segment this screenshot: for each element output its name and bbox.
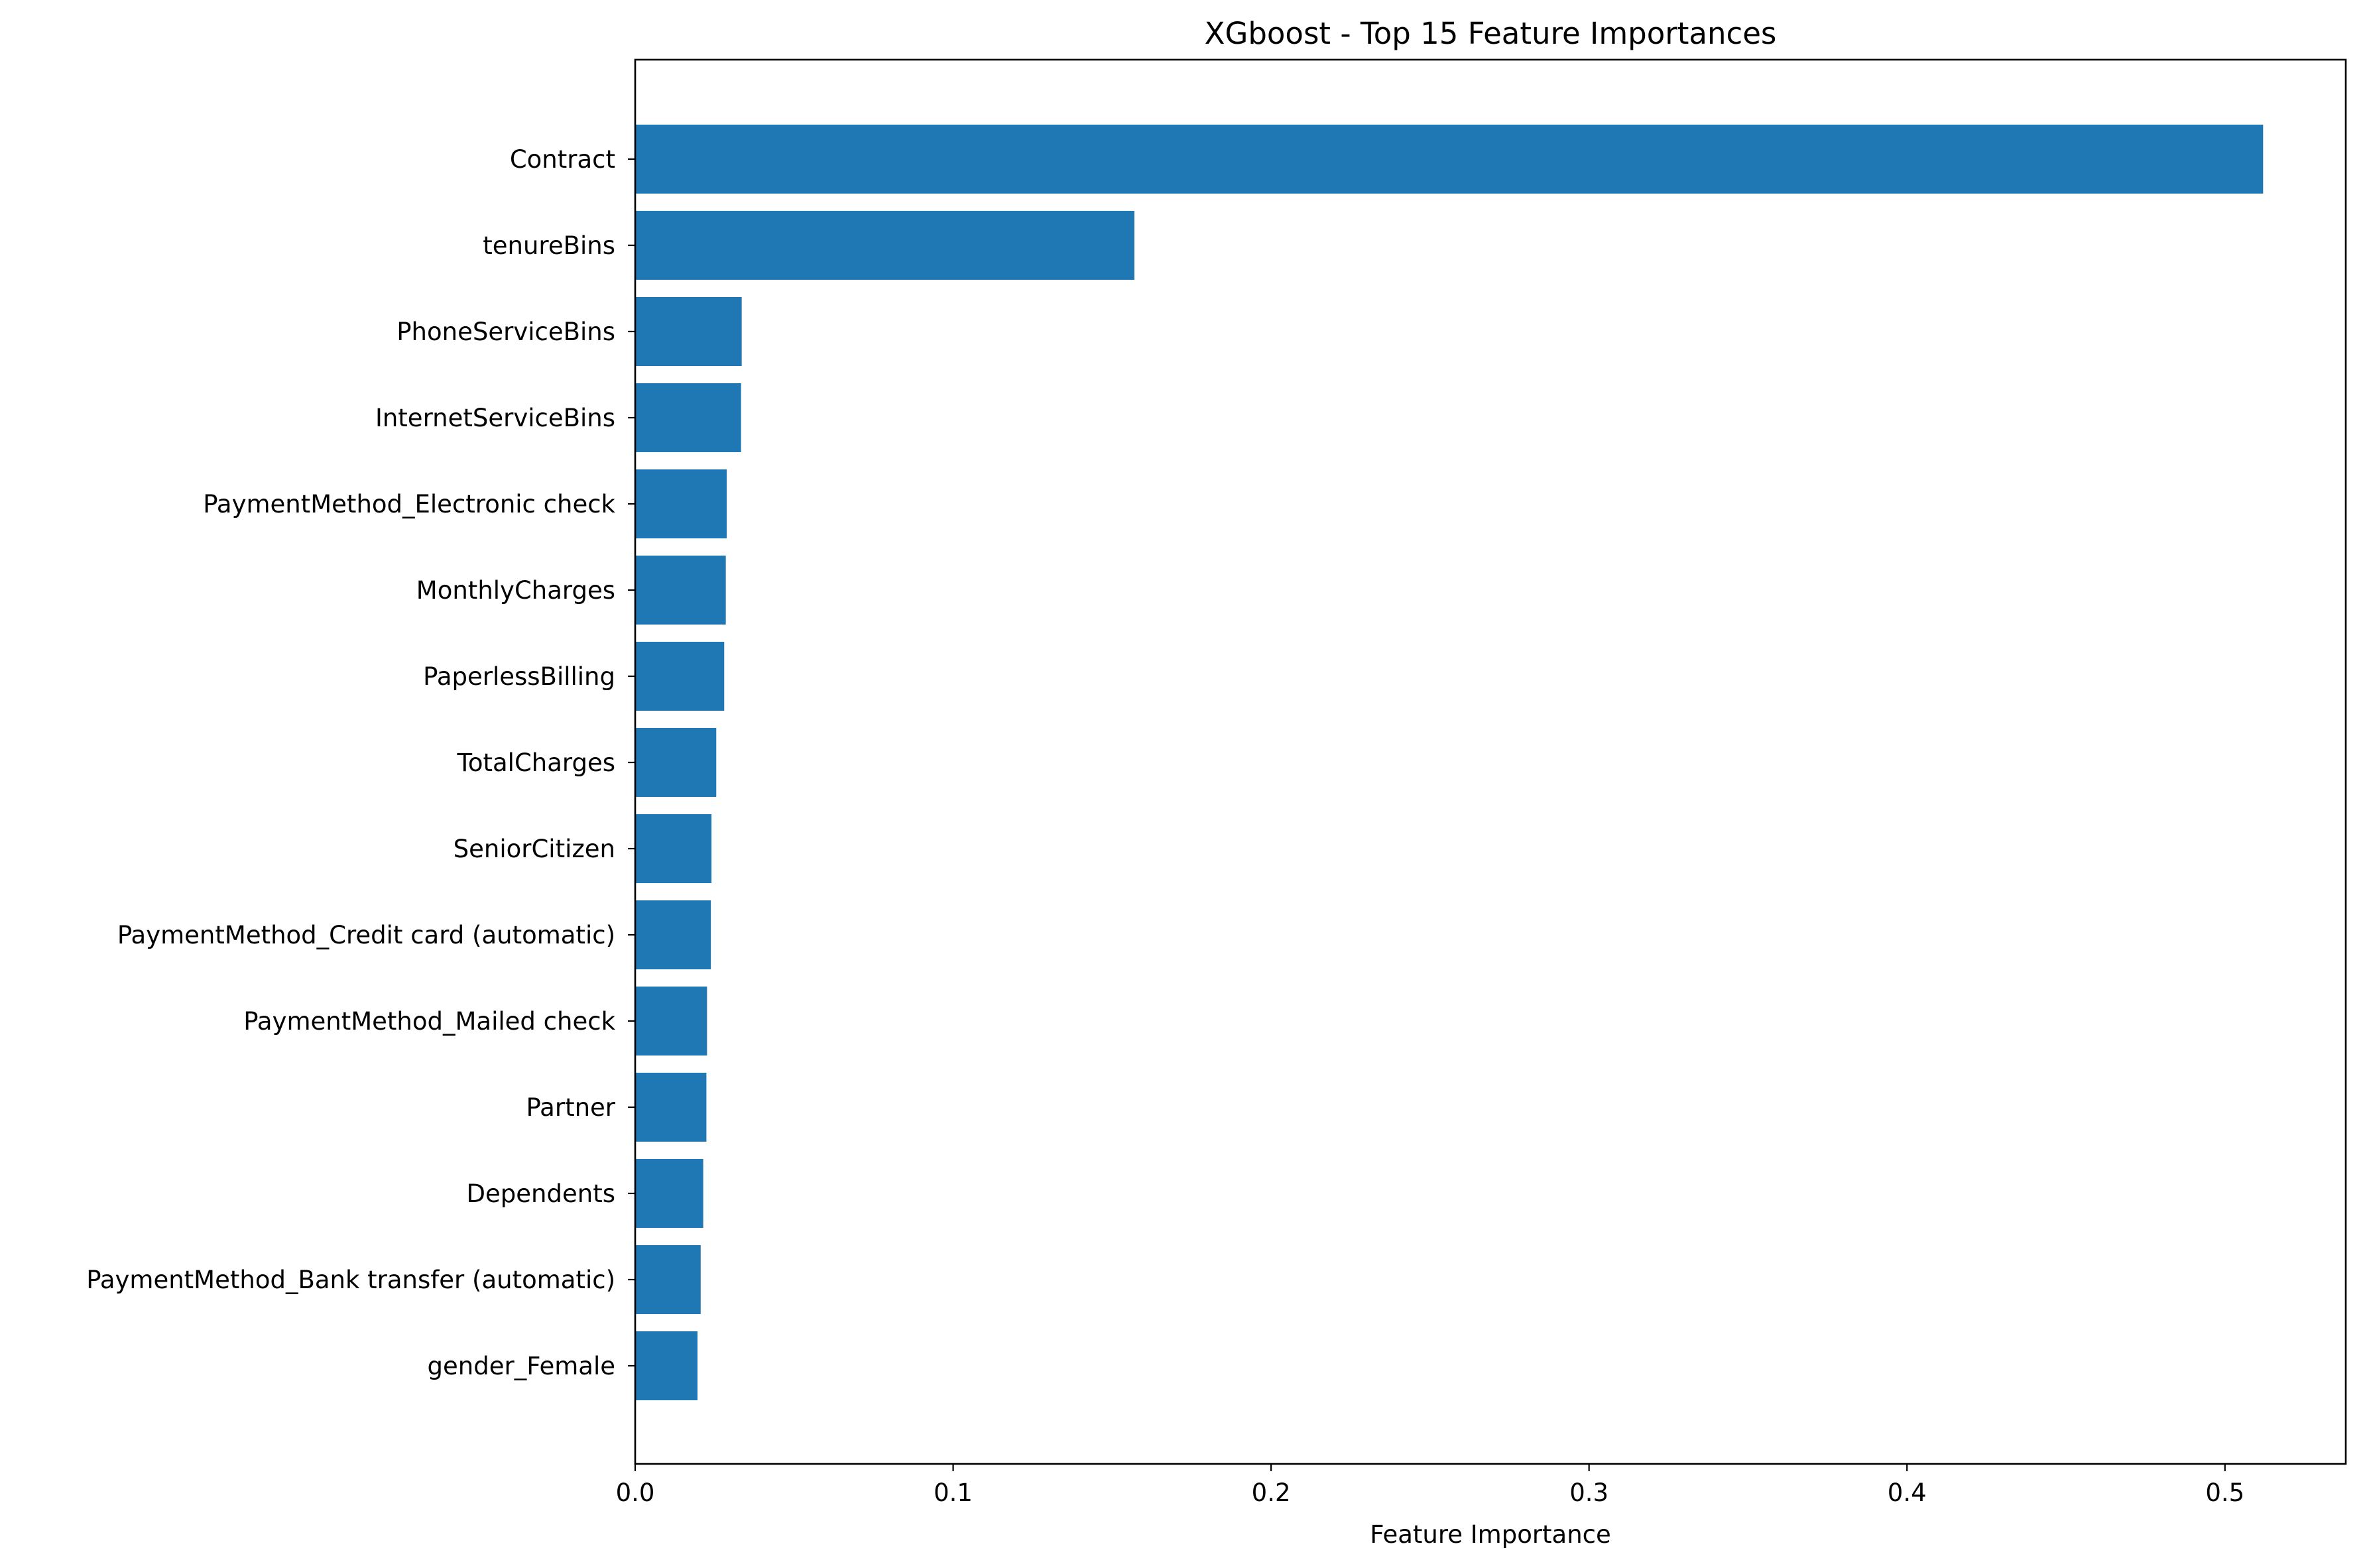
y-tick-label: gender_Female [428, 1352, 615, 1380]
y-tick-label: PhoneServiceBins [396, 318, 615, 346]
bar [635, 211, 1134, 280]
bar [635, 1159, 703, 1228]
bar [635, 469, 727, 538]
chart-title: XGboost - Top 15 Feature Importances [1205, 16, 1777, 51]
bar [635, 1073, 707, 1142]
y-tick-label: PaymentMethod_Bank transfer (automatic) [86, 1266, 615, 1294]
x-axis-title: Feature Importance [1370, 1520, 1611, 1549]
y-tick-label: Contract [510, 145, 615, 174]
x-axis-ticks: 0.0 0.1 0.2 0.3 0.4 0.5 [616, 1464, 2244, 1507]
bar [635, 125, 2264, 194]
y-tick-label: PaymentMethod_Credit card (automatic) [117, 921, 615, 949]
x-tick-label: 0.5 [2205, 1478, 2244, 1507]
y-tick-label: TotalCharges [457, 749, 615, 777]
y-tick-label: Dependents [467, 1179, 615, 1208]
x-tick-label: 0.1 [934, 1478, 973, 1507]
bar [635, 297, 742, 366]
bar [635, 1331, 697, 1400]
bar [635, 1245, 701, 1314]
bar [635, 900, 711, 969]
bar [635, 642, 725, 711]
y-tick-label: MonthlyCharges [416, 576, 615, 605]
x-tick-label: 0.4 [1888, 1478, 1927, 1507]
y-axis-ticks: Contract tenureBins PhoneServiceBins Intern… [86, 145, 635, 1380]
plot-frame [634, 58, 2347, 1465]
bar [635, 987, 707, 1055]
y-tick-label: Partner [526, 1093, 616, 1122]
bar [635, 556, 726, 625]
y-tick-label: tenureBins [483, 231, 615, 260]
y-tick-label: PaymentMethod_Electronic check [203, 490, 615, 518]
bar [635, 814, 712, 883]
x-tick-label: 0.2 [1252, 1478, 1291, 1507]
bar [635, 383, 741, 452]
y-tick-label: SeniorCitizen [454, 835, 615, 863]
bars-layer [635, 125, 2264, 1400]
y-tick-label: InternetServiceBins [375, 404, 615, 432]
bar [635, 728, 717, 797]
y-tick-label: PaperlessBilling [423, 662, 615, 691]
x-tick-label: 0.3 [1569, 1478, 1608, 1507]
y-tick-label: PaymentMethod_Mailed check [243, 1007, 615, 1036]
x-tick-label: 0.0 [616, 1478, 655, 1507]
